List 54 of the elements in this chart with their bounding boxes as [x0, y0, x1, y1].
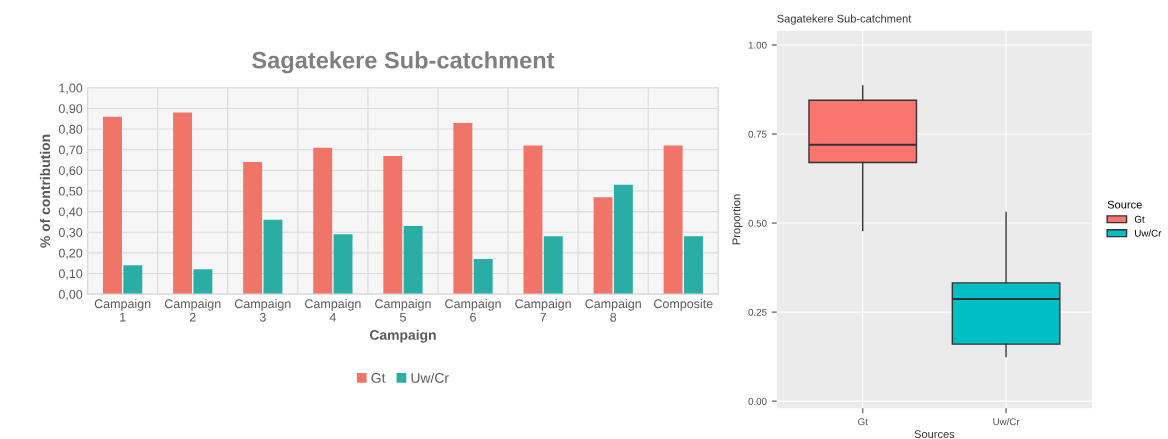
x-tick-label: Composite — [654, 298, 713, 311]
x-tick-label: Campaign 6 — [445, 298, 501, 322]
bar — [523, 145, 543, 295]
y-tick-label: 0,10 — [58, 269, 83, 280]
y-tick-label: 0,40 — [58, 207, 83, 218]
legend-title: Source — [1107, 200, 1142, 209]
y-tick-label: 0,30 — [58, 228, 83, 239]
y-axis-title: Proportion — [732, 194, 743, 245]
y-tick-label: 0,70 — [58, 145, 83, 156]
bar — [193, 269, 213, 295]
bar — [333, 234, 353, 295]
bar — [383, 155, 403, 295]
legend-label: Uw/Cr — [1135, 229, 1162, 237]
bar — [173, 112, 193, 295]
bar — [543, 236, 563, 295]
y-tick-label: 0,90 — [58, 104, 83, 115]
bar — [313, 147, 333, 295]
bar — [263, 219, 283, 295]
x-tick-label: Campaign 3 — [234, 298, 291, 322]
legend-label: Uw/Cr — [411, 372, 449, 383]
bar — [403, 226, 423, 295]
y-tick-label: 0.00 — [748, 397, 767, 405]
y-tick-label: 0.50 — [748, 219, 767, 227]
legend-label: Gt — [1134, 215, 1145, 223]
x-tick-label: Campaign 1 — [94, 298, 151, 322]
bar — [613, 184, 633, 295]
y-axis-title: % of contribution — [39, 134, 51, 248]
x-axis-title: Campaign — [369, 329, 436, 343]
y-tick-label: 0,00 — [58, 289, 83, 301]
y-tick-label: 0,20 — [58, 248, 83, 259]
x-tick-label: Campaign 7 — [515, 298, 571, 322]
y-tick-label: 1.00 — [748, 41, 767, 49]
bar — [243, 162, 263, 295]
y-tick-label: 0,50 — [58, 186, 83, 198]
y-tick-label: 0,60 — [58, 166, 83, 177]
y-tick-label: 1,00 — [59, 83, 83, 94]
bar — [683, 236, 703, 295]
x-tick-label: Campaign 8 — [585, 298, 641, 322]
x-tick-label: Campaign 2 — [164, 298, 221, 322]
y-tick-label: 0,80 — [58, 124, 83, 136]
x-axis-title: Sources — [914, 430, 955, 438]
y-tick-label: 0.25 — [748, 308, 767, 316]
bar — [123, 265, 143, 295]
bar — [453, 122, 473, 295]
x-tick-label: Campaign 4 — [305, 298, 361, 322]
bar — [663, 145, 683, 295]
bar — [103, 116, 122, 295]
legend-label: Gt — [371, 373, 386, 383]
bar — [593, 197, 613, 295]
bar — [473, 259, 493, 295]
x-tick-label: Campaign 5 — [375, 298, 431, 322]
chart-title: Sagatekere Sub-catchment — [252, 51, 555, 74]
y-tick-label: 0.75 — [748, 130, 767, 138]
chart-title: Sagatekere Sub-catchment — [777, 14, 912, 25]
